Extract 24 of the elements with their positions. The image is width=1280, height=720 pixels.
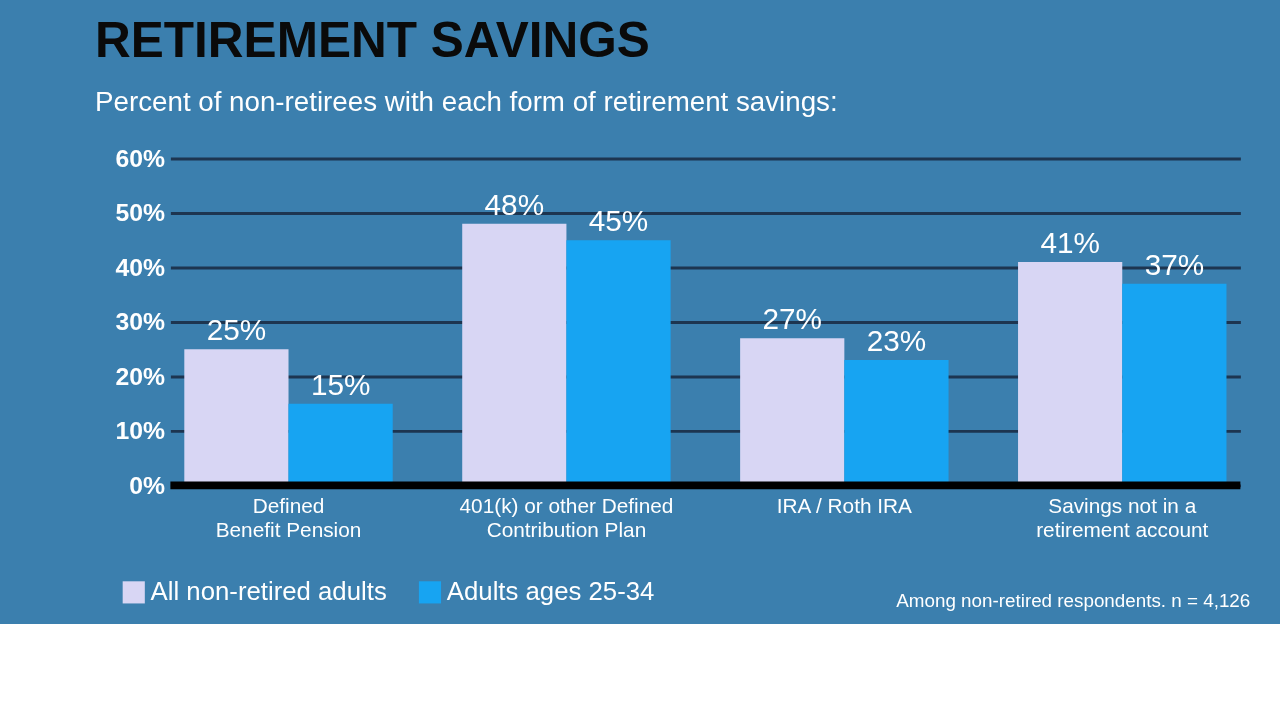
legend-label: All non-retired adults	[150, 577, 387, 606]
x-tick-label: IRA / Roth IRA	[776, 493, 913, 517]
data-label: 41%	[1040, 226, 1100, 260]
data-label: 23%	[866, 324, 927, 358]
legend-label: Adults ages 25-34	[446, 577, 655, 606]
x-tick-label: Defined Benefit Pension	[215, 493, 362, 542]
chart-subtitle: Percent of non-retirees with each form of retirement savings:	[95, 85, 838, 117]
y-tick-label: 10%	[115, 417, 165, 445]
y-tick-label: 40%	[115, 253, 165, 281]
data-label: 15%	[310, 367, 371, 401]
y-tick-label: 50%	[115, 199, 165, 227]
y-tick-label: 30%	[115, 308, 165, 336]
y-tick-label: 20%	[115, 362, 165, 390]
text: Among non-retired respondents. n = 4,126	[896, 590, 1251, 612]
x-tick-label: 401(k) or other Defined Contribution Plan	[459, 493, 674, 542]
y-tick-label: 0%	[129, 471, 165, 499]
x-tick-label: Savings not in a retirement account	[1036, 493, 1209, 542]
chart-title: RETIREMENT SAVINGS	[95, 12, 650, 68]
data-label: 37%	[1144, 247, 1205, 281]
y-tick-label: 60%	[115, 144, 165, 172]
data-label: 48%	[484, 187, 545, 221]
data-label: 25%	[206, 313, 267, 347]
data-label: 27%	[762, 302, 822, 336]
data-label: 45%	[588, 204, 649, 238]
